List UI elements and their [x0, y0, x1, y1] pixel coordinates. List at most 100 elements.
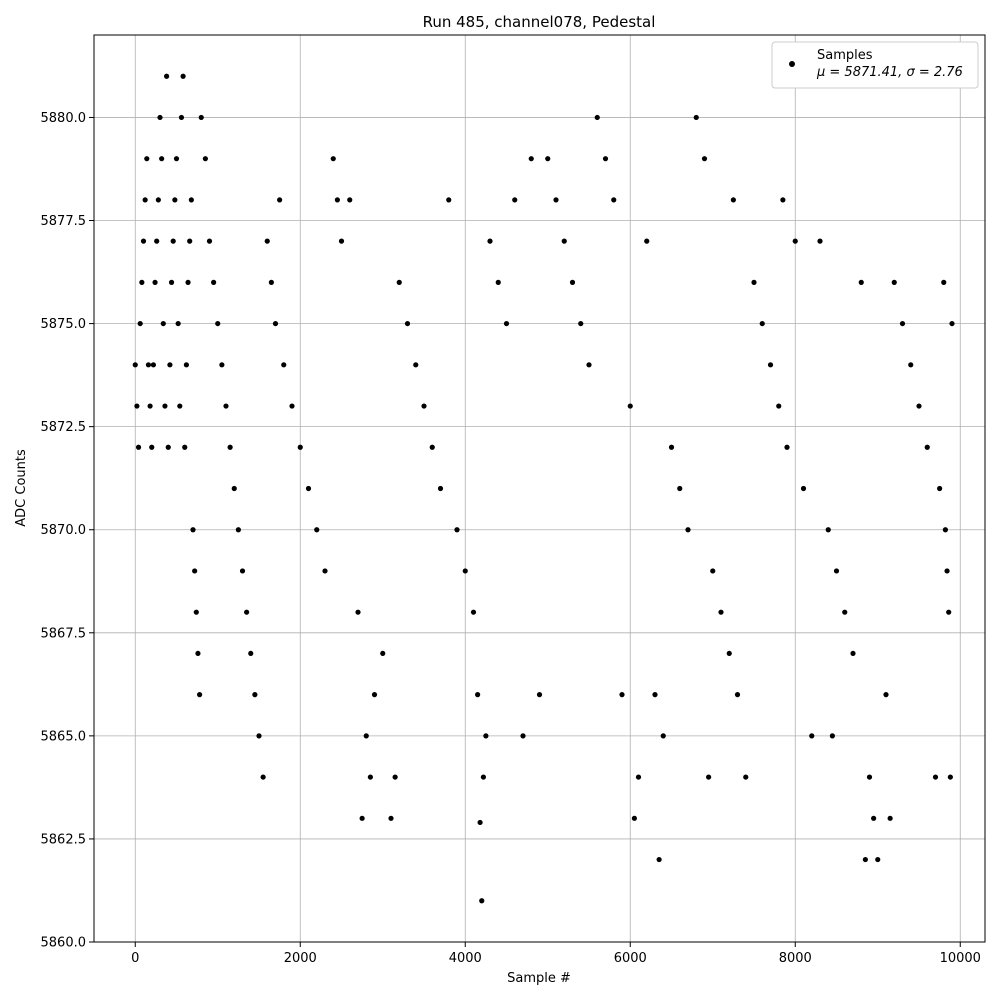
x-tick-label: 10000 — [940, 951, 981, 966]
data-point — [198, 114, 204, 121]
data-point — [223, 403, 229, 409]
data-point — [520, 733, 526, 739]
data-point — [145, 362, 152, 368]
data-point — [359, 815, 365, 821]
data-point — [477, 819, 483, 826]
data-point — [162, 403, 168, 409]
data-point — [185, 279, 191, 285]
data-point — [924, 444, 930, 450]
data-point — [281, 362, 287, 368]
data-point — [154, 238, 160, 244]
data-point — [916, 403, 922, 409]
data-point — [767, 362, 774, 368]
data-point — [545, 156, 551, 162]
x-axis-title: Sample # — [507, 971, 571, 986]
data-point — [833, 568, 840, 574]
data-point — [178, 114, 185, 121]
data-point — [842, 609, 848, 615]
data-point — [578, 320, 584, 327]
data-point — [140, 238, 147, 244]
x-tick-label: 0 — [131, 951, 139, 966]
y-tick-label: 5877.5 — [41, 214, 87, 229]
data-point — [483, 733, 489, 739]
data-point — [260, 774, 266, 780]
y-tick-label: 5865.0 — [41, 729, 87, 744]
data-point — [195, 650, 201, 657]
data-point — [685, 527, 691, 533]
data-point — [809, 733, 815, 739]
data-point — [668, 444, 675, 450]
data-point — [553, 197, 559, 203]
data-point — [825, 527, 831, 533]
data-point — [167, 362, 173, 368]
data-point — [219, 362, 225, 368]
plot-frame — [93, 34, 986, 943]
data-point — [227, 444, 233, 450]
data-point — [660, 733, 666, 739]
data-point — [152, 279, 158, 285]
data-point — [314, 527, 320, 533]
data-point — [206, 238, 213, 244]
x-axis-ticks: 0 2000 4000 6000 8000 10000 — [131, 942, 981, 966]
data-point — [160, 320, 166, 327]
data-point — [887, 815, 893, 821]
data-point — [170, 238, 176, 244]
data-point — [396, 279, 402, 285]
data-point — [137, 320, 143, 327]
data-point — [188, 197, 194, 203]
data-point — [631, 815, 637, 821]
data-point — [776, 403, 782, 409]
data-point — [743, 774, 749, 780]
data-point — [470, 609, 477, 615]
data-point — [180, 73, 186, 79]
data-point — [268, 279, 274, 285]
data-point — [429, 444, 435, 450]
data-point — [192, 568, 198, 574]
data-point — [487, 238, 493, 244]
data-point — [235, 527, 241, 533]
data-point — [248, 650, 254, 657]
data-point — [177, 403, 183, 409]
data-point — [875, 856, 881, 863]
data-point — [164, 73, 170, 79]
data-point — [190, 527, 196, 533]
data-point — [197, 692, 203, 698]
x-tick-label: 8000 — [779, 951, 812, 966]
data-point — [139, 279, 145, 285]
data-point — [446, 197, 452, 203]
data-point — [187, 238, 193, 244]
data-point — [908, 362, 914, 368]
data-point — [168, 279, 175, 285]
data-point — [635, 774, 642, 780]
y-tick-label: 5860.0 — [41, 936, 87, 951]
data-point — [862, 856, 868, 863]
data-point — [388, 815, 394, 821]
data-point — [817, 238, 823, 244]
data-point — [611, 197, 617, 203]
data-point — [730, 197, 736, 203]
data-point — [899, 320, 906, 327]
data-point — [134, 403, 140, 409]
data-point — [172, 197, 178, 203]
data-point — [569, 279, 576, 285]
data-point — [392, 774, 398, 780]
data-point — [150, 362, 156, 368]
y-tick-label: 5872.5 — [41, 420, 87, 435]
data-point — [338, 238, 345, 244]
data-point — [561, 238, 567, 244]
data-point — [503, 320, 510, 327]
data-point — [949, 320, 955, 327]
data-point — [155, 197, 161, 203]
data-point — [792, 238, 798, 244]
data-point — [706, 774, 712, 780]
x-tick-label: 4000 — [449, 951, 482, 966]
data-point — [710, 568, 716, 574]
y-axis-title: ADC Counts — [14, 449, 29, 527]
data-point — [175, 320, 181, 327]
data-point — [347, 197, 353, 203]
y-axis-ticks: 5860.0 5862.5 5865.0 5867.5 5870.0 5872.5 5875… — [41, 111, 94, 951]
data-point — [759, 320, 765, 327]
data-point — [277, 197, 283, 203]
data-point — [734, 692, 741, 698]
data-point — [586, 362, 592, 368]
